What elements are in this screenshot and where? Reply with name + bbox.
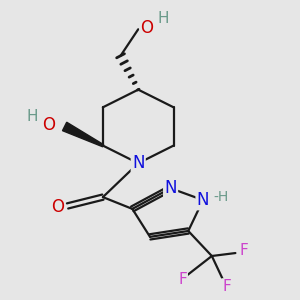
Text: H: H xyxy=(158,11,169,26)
Text: N: N xyxy=(132,154,145,172)
Text: O: O xyxy=(51,198,64,216)
Text: N: N xyxy=(197,191,209,209)
Text: O: O xyxy=(42,116,55,134)
Text: -H: -H xyxy=(213,190,228,204)
Text: F: F xyxy=(178,272,187,287)
Text: H: H xyxy=(26,109,38,124)
Text: N: N xyxy=(164,179,177,197)
Polygon shape xyxy=(62,122,104,147)
Text: O: O xyxy=(141,19,154,37)
Text: F: F xyxy=(222,279,231,294)
Text: F: F xyxy=(240,243,249,258)
